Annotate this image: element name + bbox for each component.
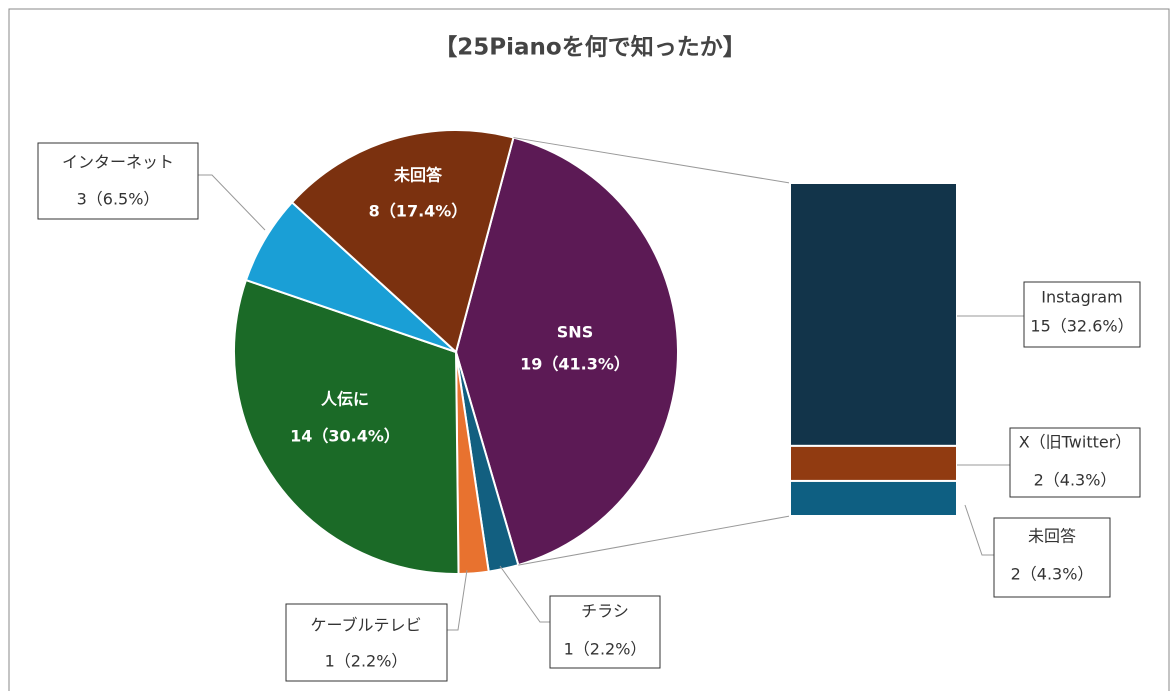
bar-label: 未回答 bbox=[1028, 527, 1076, 546]
slice-label: SNS bbox=[557, 323, 593, 342]
leader-line bbox=[499, 565, 550, 623]
slice-value-label: 1（2.2%） bbox=[564, 640, 647, 659]
bar-value-label: 2（4.3%） bbox=[1011, 565, 1094, 584]
slice-value-label: 3（6.5%） bbox=[77, 190, 160, 209]
bar-label: Instagram bbox=[1041, 288, 1122, 307]
slice-label: 未回答 bbox=[393, 166, 443, 185]
connector-line bbox=[513, 137, 791, 184]
pie-slice bbox=[454, 136, 679, 567]
slice-value-label: 19（41.3%） bbox=[520, 355, 630, 374]
bar-value-label: 15（32.6%） bbox=[1030, 317, 1133, 336]
connector-line bbox=[518, 515, 791, 566]
label-box bbox=[285, 603, 448, 682]
slice-value-label: 14（30.4%） bbox=[290, 427, 400, 446]
label-box bbox=[1009, 427, 1141, 498]
label-box bbox=[993, 517, 1111, 598]
bar-segment bbox=[789, 182, 958, 447]
pie-slice bbox=[233, 278, 460, 575]
leader-line bbox=[198, 174, 266, 231]
slice-value-label: 8（17.4%） bbox=[369, 202, 468, 221]
slice-label: インターネット bbox=[62, 153, 174, 172]
bar-segment bbox=[789, 479, 958, 517]
label-box bbox=[37, 142, 199, 220]
slice-value-label: 1（2.2%） bbox=[325, 652, 408, 671]
leader-line bbox=[964, 504, 994, 556]
slice-label: 人伝に bbox=[321, 390, 369, 409]
pie-slice bbox=[290, 129, 515, 354]
slice-label: ケーブルテレビ bbox=[310, 616, 421, 635]
label-box bbox=[1023, 281, 1141, 348]
leader-line bbox=[447, 569, 468, 631]
label-box bbox=[549, 595, 661, 669]
chart-title: 【25Pianoを何で知ったか】 bbox=[434, 34, 745, 61]
bar-value-label: 2（4.3%） bbox=[1034, 471, 1117, 490]
bar-segment bbox=[789, 444, 958, 482]
slice-label: チラシ bbox=[581, 602, 629, 621]
bar-label: X（旧Twitter） bbox=[1019, 433, 1132, 452]
